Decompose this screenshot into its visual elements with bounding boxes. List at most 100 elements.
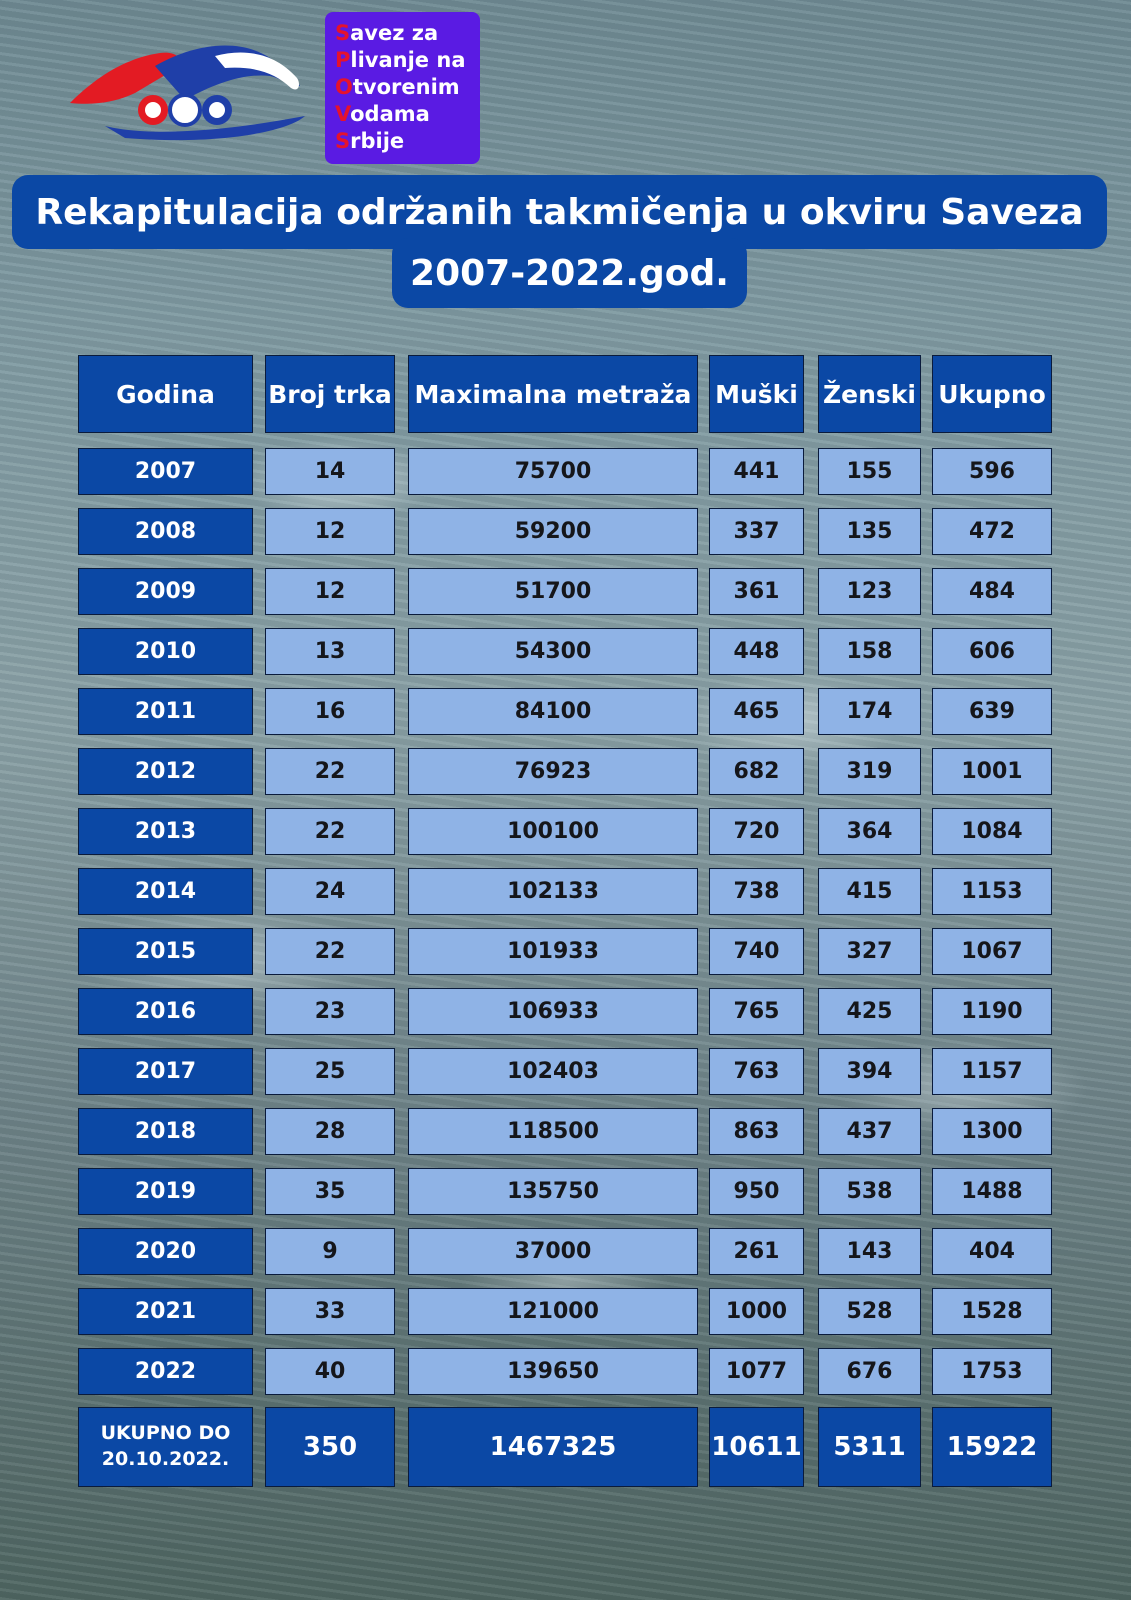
cell-male: 441 (709, 448, 804, 495)
cell-year: 2009 (78, 568, 253, 615)
logo-white-arm (215, 52, 299, 90)
cell-female: 158 (818, 628, 921, 675)
cell-female: 155 (818, 448, 921, 495)
cell-female: 319 (818, 748, 921, 795)
cell-year: 2020 (78, 1228, 253, 1275)
total-max-distance: 1467325 (408, 1407, 698, 1487)
cell-race-count: 13 (265, 628, 395, 675)
cell-year: 2017 (78, 1048, 253, 1095)
cell-female: 415 (818, 868, 921, 915)
cell-total: 1001 (932, 748, 1052, 795)
total-total: 15922 (932, 1407, 1052, 1487)
cell-max-distance: 75700 (408, 448, 698, 495)
cell-max-distance: 101933 (408, 928, 698, 975)
cell-female: 143 (818, 1228, 921, 1275)
cell-male: 863 (709, 1108, 804, 1155)
cell-total: 1528 (932, 1288, 1052, 1335)
cell-race-count: 22 (265, 748, 395, 795)
cell-male: 261 (709, 1228, 804, 1275)
header-female: Ženski (818, 355, 921, 433)
cell-male: 720 (709, 808, 804, 855)
cell-male: 337 (709, 508, 804, 555)
cell-male: 950 (709, 1168, 804, 1215)
cell-male: 465 (709, 688, 804, 735)
cell-race-count: 14 (265, 448, 395, 495)
cell-total: 606 (932, 628, 1052, 675)
cell-max-distance: 121000 (408, 1288, 698, 1335)
cell-max-distance: 59200 (408, 508, 698, 555)
cell-year: 2018 (78, 1108, 253, 1155)
cell-year: 2022 (78, 1348, 253, 1395)
cell-max-distance: 51700 (408, 568, 698, 615)
cell-year: 2012 (78, 748, 253, 795)
brand-line: Plivanje na (335, 48, 466, 72)
cell-male: 361 (709, 568, 804, 615)
cell-total: 484 (932, 568, 1052, 615)
cell-total: 1300 (932, 1108, 1052, 1155)
cell-year: 2007 (78, 448, 253, 495)
cell-year: 2008 (78, 508, 253, 555)
header-max-distance: Maximalna metraža (408, 355, 698, 433)
brand-line: Otvorenim (335, 75, 460, 99)
cell-race-count: 16 (265, 688, 395, 735)
page-subtitle-years: 2007-2022.god. (392, 238, 747, 308)
brand-line: Srbije (335, 129, 405, 153)
swimmer-logo (70, 45, 305, 141)
cell-male: 448 (709, 628, 804, 675)
cell-male: 738 (709, 868, 804, 915)
cell-race-count: 12 (265, 568, 395, 615)
cell-race-count: 25 (265, 1048, 395, 1095)
cell-race-count: 33 (265, 1288, 395, 1335)
cell-female: 174 (818, 688, 921, 735)
cell-race-count: 12 (265, 508, 395, 555)
page-title: Rekapitulacija održanih takmičenja u okv… (12, 175, 1107, 249)
cell-female: 135 (818, 508, 921, 555)
total-race-count: 350 (265, 1407, 395, 1487)
cell-max-distance: 139650 (408, 1348, 698, 1395)
cell-female: 394 (818, 1048, 921, 1095)
cell-total: 1753 (932, 1348, 1052, 1395)
cell-year: 2010 (78, 628, 253, 675)
cell-race-count: 35 (265, 1168, 395, 1215)
federation-name-box: Savez za Plivanje na Otvorenim Vodama Sr… (325, 12, 480, 164)
cell-max-distance: 135750 (408, 1168, 698, 1215)
cell-race-count: 28 (265, 1108, 395, 1155)
cell-male: 765 (709, 988, 804, 1035)
cell-max-distance: 54300 (408, 628, 698, 675)
cell-total: 1157 (932, 1048, 1052, 1095)
cell-max-distance: 102403 (408, 1048, 698, 1095)
cell-total: 404 (932, 1228, 1052, 1275)
cell-female: 123 (818, 568, 921, 615)
cell-total: 472 (932, 508, 1052, 555)
cell-max-distance: 100100 (408, 808, 698, 855)
cell-total: 1067 (932, 928, 1052, 975)
cell-max-distance: 76923 (408, 748, 698, 795)
cell-race-count: 9 (265, 1228, 395, 1275)
cell-year: 2016 (78, 988, 253, 1035)
header-male: Muški (709, 355, 804, 433)
cell-year: 2013 (78, 808, 253, 855)
cell-total: 639 (932, 688, 1052, 735)
cell-max-distance: 102133 (408, 868, 698, 915)
logo-wave (105, 116, 305, 141)
cell-year: 2015 (78, 928, 253, 975)
logo-ball-white (168, 93, 202, 127)
cell-year: 2014 (78, 868, 253, 915)
brand-line: Savez za (335, 21, 439, 45)
cell-race-count: 40 (265, 1348, 395, 1395)
cell-female: 364 (818, 808, 921, 855)
cell-race-count: 22 (265, 808, 395, 855)
cell-race-count: 23 (265, 988, 395, 1035)
cell-total: 1153 (932, 868, 1052, 915)
cell-female: 676 (818, 1348, 921, 1395)
cell-max-distance: 37000 (408, 1228, 698, 1275)
total-male: 10611 (709, 1407, 804, 1487)
header-total: Ukupno (932, 355, 1052, 433)
cell-race-count: 22 (265, 928, 395, 975)
brand-line: Vodama (335, 102, 430, 126)
cell-female: 538 (818, 1168, 921, 1215)
cell-total: 1084 (932, 808, 1052, 855)
cell-year: 2011 (78, 688, 253, 735)
cell-max-distance: 118500 (408, 1108, 698, 1155)
cell-total: 1488 (932, 1168, 1052, 1215)
